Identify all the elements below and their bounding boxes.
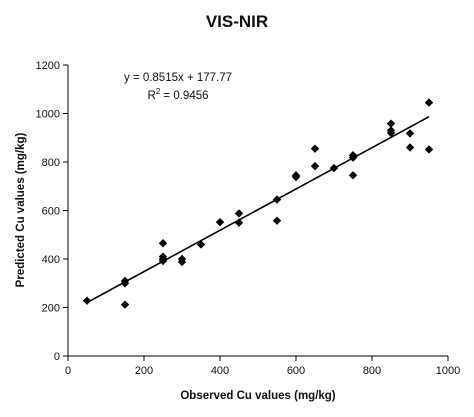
y-tick-label: 600 [42, 206, 60, 218]
data-point [234, 218, 244, 227]
data-point [120, 279, 130, 288]
y-tick-label: 1200 [36, 60, 60, 72]
data-point [386, 119, 396, 128]
y-tick-label: 200 [42, 303, 60, 315]
r-squared-prefix: R [147, 90, 155, 102]
r-squared-value: = 0.9456 [160, 90, 208, 102]
data-point [158, 256, 168, 266]
y-tick-label: 800 [42, 157, 60, 169]
trend-equation: y = 0.8515x + 177.77 [124, 72, 232, 84]
data-point [291, 172, 301, 182]
r-squared-superscript: 2 [156, 87, 161, 96]
x-tick-label: 800 [363, 365, 381, 377]
x-tick-label: 400 [211, 365, 229, 377]
data-point [158, 239, 168, 248]
x-axis-label: Observed Cu values (mg/kg) [180, 390, 335, 402]
data-point [120, 300, 130, 309]
y-axis-label: Predicted Cu values (mg/kg) [15, 133, 27, 288]
x-tick-label: 0 [65, 365, 71, 377]
data-point [424, 98, 434, 107]
data-point [177, 257, 187, 267]
data-point [272, 195, 282, 204]
data-points [82, 98, 434, 309]
y-ticks: 0 200 400 600 800 1000 1200 [36, 60, 68, 363]
trendline [86, 116, 430, 304]
data-point [82, 296, 92, 305]
data-point [386, 128, 396, 138]
data-point [196, 240, 206, 249]
data-point [405, 143, 415, 152]
x-tick-label: 200 [135, 365, 153, 377]
x-ticks: 0 200 400 600 800 1000 [65, 356, 460, 377]
chart-title: VIS-NIR [206, 12, 268, 31]
data-point [405, 129, 415, 138]
x-tick-label: 600 [287, 365, 305, 377]
data-point [329, 163, 339, 173]
data-point [348, 153, 358, 162]
r-squared-annotation: R2 = 0.9456 [147, 87, 208, 102]
y-tick-label: 400 [42, 254, 60, 266]
data-point [272, 216, 282, 225]
data-point [234, 209, 244, 218]
data-point [424, 145, 434, 154]
data-point [348, 171, 358, 180]
y-tick-label: 0 [54, 351, 60, 363]
data-point [310, 144, 320, 153]
x-tick-label: 1000 [436, 365, 460, 377]
data-point [310, 161, 320, 171]
y-tick-label: 1000 [36, 109, 60, 121]
data-point [215, 217, 225, 227]
